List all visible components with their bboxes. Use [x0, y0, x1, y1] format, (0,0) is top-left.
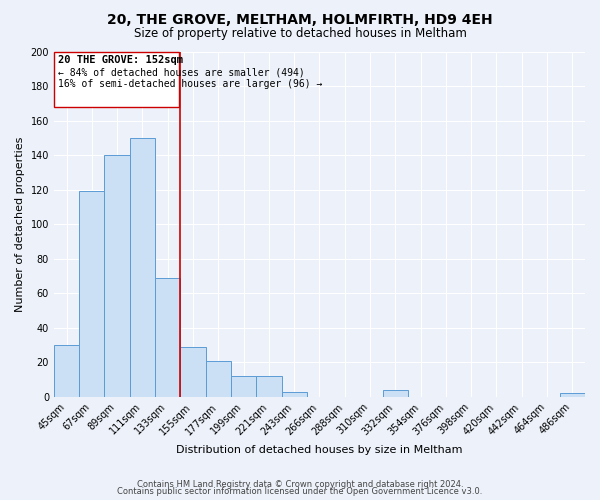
Bar	[560, 394, 585, 397]
Bar	[383, 390, 408, 397]
Bar	[130, 138, 155, 397]
Bar	[281, 392, 307, 397]
Bar	[54, 345, 79, 397]
Text: 20, THE GROVE, MELTHAM, HOLMFIRTH, HD9 4EH: 20, THE GROVE, MELTHAM, HOLMFIRTH, HD9 4…	[107, 12, 493, 26]
Bar	[206, 360, 231, 397]
Bar	[231, 376, 256, 397]
Text: Contains public sector information licensed under the Open Government Licence v3: Contains public sector information licen…	[118, 487, 482, 496]
Bar	[181, 347, 206, 397]
X-axis label: Distribution of detached houses by size in Meltham: Distribution of detached houses by size …	[176, 445, 463, 455]
Y-axis label: Number of detached properties: Number of detached properties	[15, 136, 25, 312]
Text: 20 THE GROVE: 152sqm: 20 THE GROVE: 152sqm	[58, 55, 183, 65]
Bar	[104, 155, 130, 397]
Text: ← 84% of detached houses are smaller (494): ← 84% of detached houses are smaller (49…	[58, 67, 304, 77]
Bar	[79, 192, 104, 397]
Text: Size of property relative to detached houses in Meltham: Size of property relative to detached ho…	[134, 28, 466, 40]
Bar	[155, 278, 181, 397]
FancyBboxPatch shape	[54, 52, 179, 107]
Text: 16% of semi-detached houses are larger (96) →: 16% of semi-detached houses are larger (…	[58, 79, 322, 89]
Bar	[256, 376, 281, 397]
Text: Contains HM Land Registry data © Crown copyright and database right 2024.: Contains HM Land Registry data © Crown c…	[137, 480, 463, 489]
